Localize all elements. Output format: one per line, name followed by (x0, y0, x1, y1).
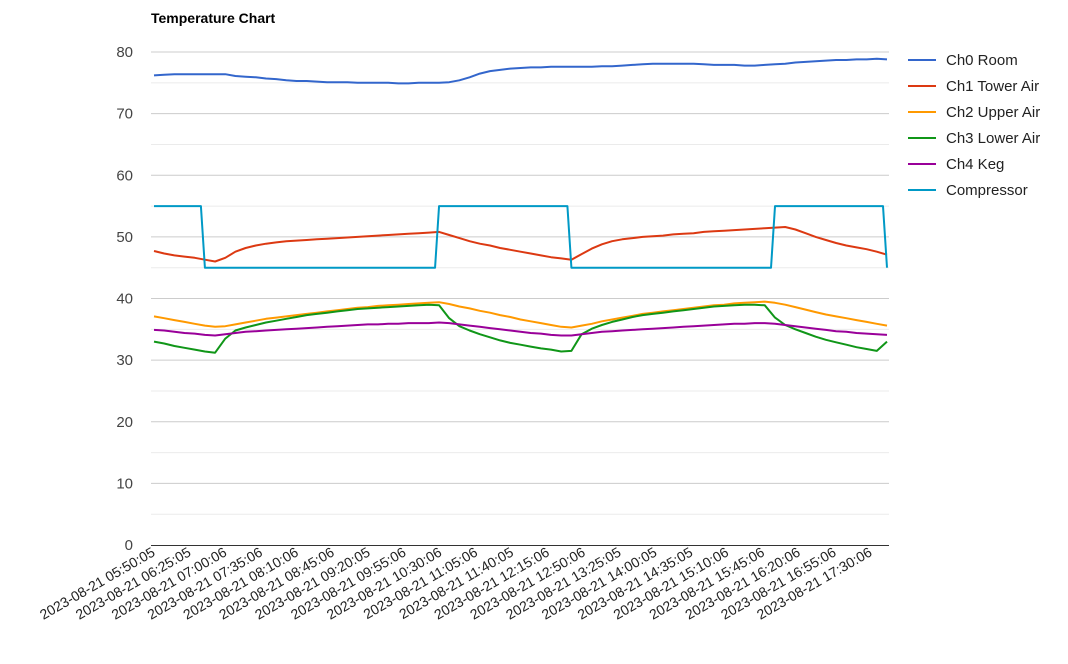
series-lines (153, 57, 888, 354)
y-tick-label: 80 (116, 44, 133, 61)
series-line-ch2-upper-air (153, 300, 888, 329)
y-tick-label: 20 (116, 414, 133, 431)
y-tick-label: 30 (116, 352, 133, 369)
legend-label: Ch2 Upper Air (946, 104, 1040, 121)
series-line-ch1-tower-air (153, 226, 888, 263)
legend: Ch0 Room Ch1 Tower Air Ch2 Upper Air Ch3 Lo… (908, 52, 1040, 199)
legend-item-compressor[interactable]: Compressor (908, 182, 1028, 199)
grid (151, 51, 889, 515)
legend-item-ch2-upper-air[interactable]: Ch2 Upper Air (908, 104, 1040, 121)
legend-label: Ch1 Tower Air (946, 78, 1039, 95)
y-tick-label: 60 (116, 167, 133, 184)
y-tick-label: 0 (125, 537, 133, 554)
legend-label: Ch4 Keg (946, 156, 1004, 173)
legend-label: Ch0 Room (946, 52, 1018, 69)
y-axis: 0 10 20 30 40 50 60 70 80 (116, 44, 133, 554)
legend-label: Compressor (946, 182, 1028, 199)
legend-item-ch4-keg[interactable]: Ch4 Keg (908, 156, 1004, 173)
series-line-ch4-keg (153, 321, 888, 337)
chart-title: Temperature Chart (151, 10, 276, 26)
y-tick-label: 70 (116, 106, 133, 123)
series-line-ch0-room (153, 57, 888, 85)
legend-label: Ch3 Lower Air (946, 130, 1040, 147)
legend-item-ch0-room[interactable]: Ch0 Room (908, 52, 1018, 69)
legend-item-ch3-lower-air[interactable]: Ch3 Lower Air (908, 130, 1040, 147)
series-line-ch3-lower-air (153, 303, 888, 354)
y-tick-label: 50 (116, 229, 133, 246)
legend-item-ch1-tower-air[interactable]: Ch1 Tower Air (908, 78, 1039, 95)
y-tick-label: 10 (116, 475, 133, 492)
series-line-compressor (154, 205, 888, 269)
y-tick-label: 40 (116, 291, 133, 308)
